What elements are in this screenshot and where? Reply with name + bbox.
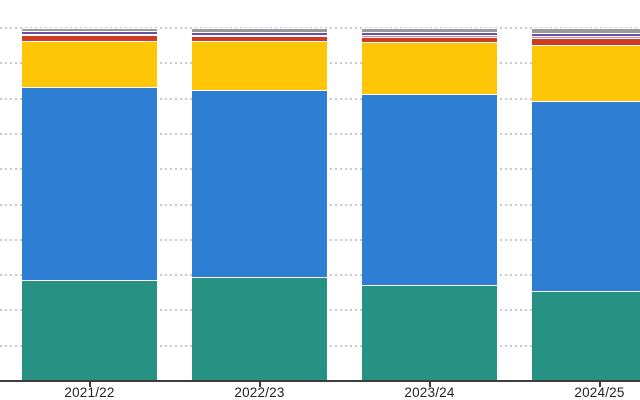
gray-segment[interactable] [192,28,327,32]
teal-segment[interactable] [22,280,157,381]
purple-segment[interactable] [22,31,157,35]
x-axis-label-2023-24: 2023/24 [404,385,455,400]
x-axis-label-2024-25: 2024/25 [574,385,625,400]
gray-segment[interactable] [362,28,497,33]
pink-segment[interactable] [532,36,640,38]
pink-segment[interactable] [362,35,497,37]
gray-segment[interactable] [22,28,157,32]
x-axis-line [0,380,640,382]
purple-segment[interactable] [192,31,327,36]
red-segment[interactable] [532,37,640,45]
purple-segment[interactable] [532,33,640,37]
x-axis-tick [598,382,601,387]
x-axis-tick [88,382,91,387]
blue-segment[interactable] [362,94,497,285]
blue-segment[interactable] [532,100,640,292]
gray-segment[interactable] [532,28,640,34]
pink-segment[interactable] [192,35,327,37]
teal-segment[interactable] [532,291,640,381]
teal-segment[interactable] [192,276,327,381]
blue-segment[interactable] [22,87,157,281]
yellow-segment[interactable] [22,40,157,88]
x-axis-tick [428,382,431,387]
yellow-segment[interactable] [532,44,640,101]
bar-2021-22 [22,28,157,381]
red-segment[interactable] [22,35,157,41]
x-axis-label-2021-22: 2021/22 [64,385,115,400]
yellow-segment[interactable] [192,40,327,90]
blue-segment[interactable] [192,89,327,277]
teal-segment[interactable] [362,284,497,381]
red-segment[interactable] [192,36,327,41]
pink-segment[interactable] [22,34,157,36]
x-axis-tick [258,382,261,387]
bar-2024-25 [532,28,640,381]
red-segment[interactable] [362,36,497,42]
x-axis-label-2022-23: 2022/23 [234,385,285,400]
bar-2023-24 [362,28,497,381]
gridline-100pct [0,27,640,29]
bar-2022-23 [192,28,327,381]
yellow-segment[interactable] [362,41,497,94]
purple-segment[interactable] [362,32,497,36]
